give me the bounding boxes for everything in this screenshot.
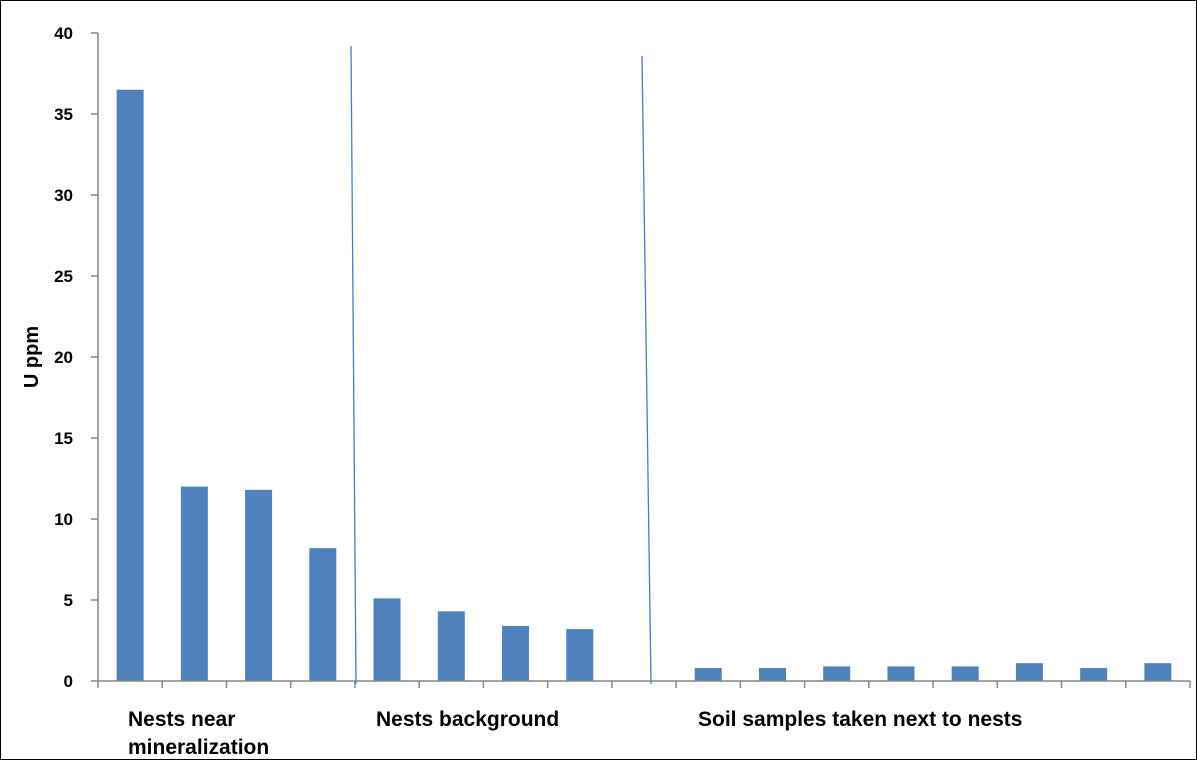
bar <box>309 548 337 681</box>
bar <box>373 598 401 681</box>
y-tick-label: 20 <box>54 348 73 367</box>
group-label-1-line-2: mineralization <box>128 736 269 759</box>
x-axis-ticks <box>97 681 1191 688</box>
y-tick-label: 15 <box>54 429 73 448</box>
group-label-2: Nests background <box>376 708 559 731</box>
bar <box>437 611 465 681</box>
bar <box>1144 663 1172 681</box>
bar <box>823 666 851 681</box>
y-tick-label: 5 <box>64 591 73 610</box>
bar <box>502 625 530 681</box>
y-tick-label: 30 <box>54 186 73 205</box>
bars <box>116 89 1172 681</box>
y-tick-label: 40 <box>54 24 73 43</box>
bar <box>951 666 979 681</box>
group-label-3: Soil samples taken next to nests <box>698 708 1022 731</box>
group-divider-1 <box>350 45 357 685</box>
y-tick-label: 10 <box>54 510 73 529</box>
group-label-1-line-1: Nests near <box>128 708 235 731</box>
bar <box>245 489 273 681</box>
group-labels: Nests near mineralization Nests backgrou… <box>128 708 1022 759</box>
bar <box>758 668 786 681</box>
bar <box>1015 663 1043 681</box>
bar <box>566 629 594 681</box>
bar <box>116 89 144 681</box>
y-tick-label: 35 <box>54 105 73 124</box>
group-divider-2 <box>641 55 652 685</box>
bar <box>694 668 722 681</box>
y-axis-label: U ppm <box>21 326 43 388</box>
bar <box>887 666 915 681</box>
bar <box>1080 668 1108 681</box>
y-tick-label: 25 <box>54 267 73 286</box>
bar <box>180 486 208 681</box>
y-axis-ticks: 0 5 10 15 20 25 30 35 40 <box>54 24 98 691</box>
y-tick-label: 0 <box>64 672 73 691</box>
